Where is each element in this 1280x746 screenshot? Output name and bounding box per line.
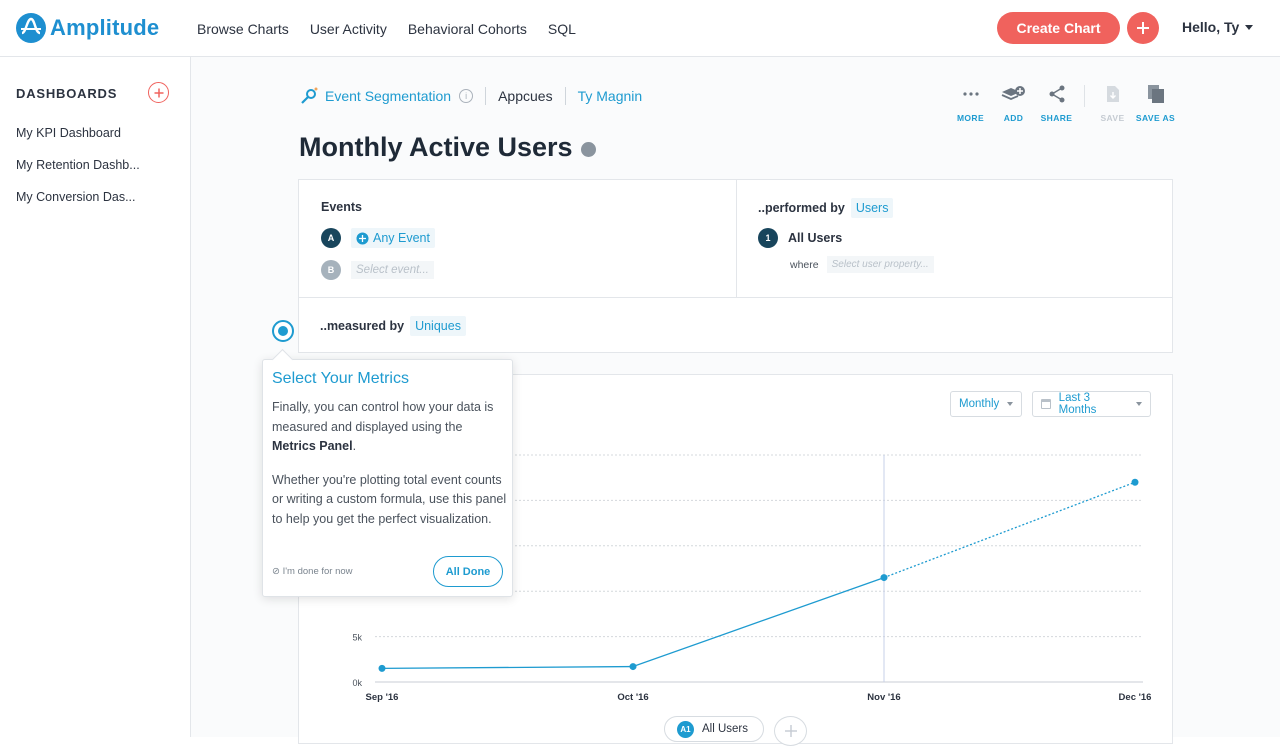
breadcrumb: Event Segmentation i Appcues Ty Magnin bbox=[299, 86, 642, 106]
segment-name[interactable]: All Users bbox=[788, 231, 843, 245]
events-label: Events bbox=[321, 200, 362, 214]
tooltip-paragraph-1: Finally, you can control how your data i… bbox=[272, 398, 507, 457]
owner-link[interactable]: Ty Magnin bbox=[577, 88, 643, 104]
chart-actions: MORE ADD SHARE bbox=[949, 81, 1177, 123]
events-panel: Events A Any Event B Select event... bbox=[299, 180, 737, 298]
where-label: where bbox=[790, 258, 819, 271]
nav-user-activity[interactable]: User Activity bbox=[309, 20, 387, 37]
add-dashboard-button[interactable] bbox=[148, 82, 169, 103]
amplitude-logo-icon bbox=[16, 13, 46, 43]
event-b-selector[interactable]: Select event... bbox=[351, 261, 434, 279]
add-to-dashboard-icon bbox=[1001, 86, 1025, 100]
date-range-value: Last 3 Months bbox=[1058, 392, 1097, 416]
event-row-b: B Select event... bbox=[321, 260, 434, 280]
event-segmentation-icon bbox=[301, 87, 318, 104]
actions-divider bbox=[1084, 85, 1085, 107]
event-a-badge: A bbox=[321, 228, 341, 248]
date-range-dropdown[interactable]: Last 3 Months bbox=[1032, 391, 1151, 417]
user-property-selector[interactable]: Select user property... bbox=[826, 256, 934, 273]
performed-by-panel: ..performed by Users 1 All Users where S… bbox=[737, 180, 1173, 298]
dismiss-tour-link[interactable]: ⊘ I'm done for now bbox=[272, 566, 353, 577]
calendar-icon bbox=[1041, 399, 1051, 409]
series-badge: A1 bbox=[677, 720, 694, 738]
where-row: where Select user property... bbox=[790, 256, 934, 273]
caret-down-icon bbox=[1245, 24, 1254, 30]
nav-sql[interactable]: SQL bbox=[547, 20, 576, 37]
save-as-icon bbox=[1147, 85, 1164, 103]
tooltip-title: Select Your Metrics bbox=[272, 370, 409, 387]
any-event-icon bbox=[356, 232, 369, 244]
add-to-dashboard-button[interactable]: ADD bbox=[992, 81, 1035, 123]
segment-badge: 1 bbox=[758, 228, 778, 248]
save-icon bbox=[1106, 86, 1119, 102]
share-label: SHARE bbox=[1040, 113, 1073, 123]
nav-behavioral-cohorts[interactable]: Behavioral Cohorts bbox=[407, 20, 527, 37]
all-done-button[interactable]: All Done bbox=[433, 556, 503, 587]
save-button[interactable]: SAVE bbox=[1091, 81, 1134, 123]
tooltip-text: . bbox=[352, 439, 357, 453]
query-builder: Events A Any Event B Select event... ..p… bbox=[298, 179, 1173, 353]
nav-browse-charts[interactable]: Browse Charts bbox=[197, 20, 289, 37]
chart-type-label: Event Segmentation bbox=[325, 88, 452, 104]
more-button[interactable]: MORE bbox=[949, 81, 992, 123]
add-series-button[interactable] bbox=[774, 716, 807, 746]
info-icon[interactable]: i bbox=[459, 89, 474, 103]
save-as-label: SAVE AS bbox=[1135, 113, 1176, 123]
performed-by-row: ..performed by Users bbox=[758, 198, 894, 218]
interval-value: Monthly bbox=[959, 398, 1000, 410]
measured-by-label: ..measured by bbox=[320, 319, 405, 333]
amplitude-logo[interactable]: Amplitude bbox=[16, 13, 159, 43]
save-as-button[interactable]: SAVE AS bbox=[1134, 81, 1177, 123]
plus-icon bbox=[1137, 22, 1149, 34]
share-icon bbox=[1049, 85, 1064, 103]
caret-down-icon bbox=[1136, 402, 1142, 406]
tooltip-body: Finally, you can control how your data i… bbox=[272, 398, 507, 529]
tooltip-paragraph-2: Whether you're plotting total event coun… bbox=[272, 472, 507, 526]
user-greeting: Hello, Ty bbox=[1182, 19, 1240, 35]
measured-by-row: ..measured by Uniques bbox=[320, 316, 466, 336]
sidebar: DASHBOARDS My KPI Dashboard My Retention… bbox=[0, 57, 191, 737]
page-title: Monthly Active Users bbox=[299, 132, 596, 163]
sidebar-item-retention-dashboard[interactable]: My Retention Dashb... bbox=[16, 158, 140, 172]
tooltip-bold-text: Metrics Panel bbox=[272, 439, 353, 453]
share-button[interactable]: SHARE bbox=[1035, 81, 1078, 123]
legend-series-pill[interactable]: A1 All Users bbox=[664, 716, 764, 742]
logo-text: Amplitude bbox=[50, 15, 160, 40]
globe-icon[interactable] bbox=[580, 142, 596, 157]
event-a-label: Any Event bbox=[373, 231, 430, 245]
dashboards-heading: DASHBOARDS bbox=[16, 86, 118, 101]
measured-by-selector[interactable]: Uniques bbox=[410, 316, 466, 336]
project-name[interactable]: Appcues bbox=[498, 88, 553, 104]
more-label: MORE bbox=[956, 113, 985, 123]
performed-by-selector[interactable]: Users bbox=[850, 198, 894, 218]
interval-dropdown[interactable]: Monthly bbox=[950, 391, 1022, 417]
breadcrumb-divider bbox=[564, 87, 566, 105]
create-chart-button[interactable]: Create Chart bbox=[997, 12, 1120, 44]
main-nav: Browse Charts User Activity Behavioral C… bbox=[197, 0, 576, 57]
tour-beacon[interactable] bbox=[272, 320, 294, 342]
caret-down-icon bbox=[1007, 402, 1014, 406]
series-label: All Users bbox=[702, 723, 749, 735]
add-label: ADD bbox=[1003, 113, 1024, 123]
plus-icon bbox=[154, 88, 163, 97]
event-row-a: A Any Event bbox=[321, 228, 435, 248]
save-label: SAVE bbox=[1100, 113, 1125, 123]
chart-title[interactable]: Monthly Active Users bbox=[299, 132, 573, 162]
event-a-selector[interactable]: Any Event bbox=[351, 228, 435, 248]
dashboard-list: My KPI Dashboard My Retention Dashb... M… bbox=[16, 125, 140, 221]
sidebar-item-conversion-dashboard[interactable]: My Conversion Das... bbox=[16, 190, 136, 204]
top-bar: Amplitude Browse Charts User Activity Be… bbox=[0, 0, 1280, 57]
new-item-button[interactable] bbox=[1127, 12, 1159, 44]
chart-type-selector[interactable]: Event Segmentation bbox=[299, 86, 451, 106]
metrics-tour-tooltip: Select Your Metrics Finally, you can con… bbox=[262, 359, 513, 597]
tooltip-text: Finally, you can control how your data i… bbox=[272, 400, 494, 434]
breadcrumb-divider bbox=[485, 87, 487, 105]
sidebar-item-kpi-dashboard[interactable]: My KPI Dashboard bbox=[16, 126, 121, 140]
segment-row: 1 All Users bbox=[758, 228, 842, 248]
performed-by-label: ..performed by bbox=[758, 201, 845, 215]
more-dots-icon bbox=[962, 92, 979, 96]
event-b-badge: B bbox=[321, 260, 341, 280]
user-menu[interactable]: Hello, Ty bbox=[1182, 19, 1254, 35]
plus-icon bbox=[784, 725, 797, 737]
